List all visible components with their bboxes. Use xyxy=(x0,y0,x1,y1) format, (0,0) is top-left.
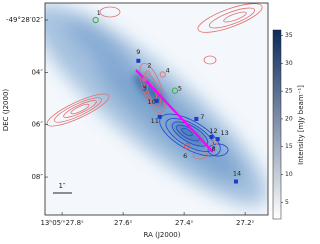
source-label: 14 xyxy=(233,169,241,177)
x-tick-label: 13ʰ05ᵐ27.8ˢ xyxy=(40,219,84,227)
x-tick-label: 27.4ˢ xyxy=(175,219,194,227)
source-label: 7 xyxy=(200,113,204,121)
source-label: 2 xyxy=(147,61,151,69)
x-tick-label: 27.6ˢ xyxy=(114,219,133,227)
plot-frame xyxy=(44,2,269,216)
y-axis-label: DEC (J2000) xyxy=(2,89,10,132)
colorbar-label: Intensity [mJy beam⁻¹] xyxy=(297,85,305,165)
source-marker xyxy=(233,179,238,184)
colorbar-tick-label: 30 xyxy=(285,60,293,67)
source-marker xyxy=(211,139,218,147)
source-marker xyxy=(136,58,141,63)
source-marker xyxy=(92,16,99,24)
source-label: 8 xyxy=(212,145,216,153)
y-tick-label: -49°28′02″ xyxy=(6,16,43,24)
colorbar-tick-label: 15 xyxy=(285,143,293,150)
source-marker xyxy=(154,98,159,103)
image: 1″ xyxy=(45,3,268,215)
colorbar-tick-label: 5 xyxy=(285,199,289,206)
figure: 1″ RA (J2000) DEC (J2000) Intensity [mJy… xyxy=(2,2,305,239)
y-tick-label: 06″ xyxy=(31,121,43,129)
scale-bar-label: 1″ xyxy=(58,182,65,190)
colorbar xyxy=(272,29,282,220)
slit-line xyxy=(135,69,214,153)
colorbar-tick-label: 25 xyxy=(285,88,293,95)
x-axis-label: RA (J2000) xyxy=(144,231,181,239)
source-label: 9 xyxy=(136,48,140,56)
source-label: 1 xyxy=(97,9,101,17)
source-label: 5 xyxy=(178,85,182,93)
source-marker xyxy=(142,77,147,82)
source-marker xyxy=(159,71,166,78)
source-label: 6 xyxy=(183,152,187,160)
source-marker xyxy=(184,143,191,150)
source-marker xyxy=(215,137,220,142)
source-marker xyxy=(194,116,199,121)
source-label: 12 xyxy=(209,127,217,135)
source-label: 10 xyxy=(148,98,156,106)
colorbar-tick-label: 35 xyxy=(285,32,293,39)
source-label: 4 xyxy=(166,66,170,74)
source-marker xyxy=(157,114,162,119)
y-tick-label: 08″ xyxy=(31,173,43,181)
colorbar-tick-label: 20 xyxy=(285,115,293,122)
source-label: 11 xyxy=(151,117,159,125)
source-label: 3 xyxy=(142,84,146,92)
source-marker xyxy=(209,135,214,140)
source-marker xyxy=(144,70,151,77)
red-contours xyxy=(46,3,263,160)
y-tick-label: 04″ xyxy=(31,68,43,76)
source-marker xyxy=(171,87,179,94)
source-label: 13 xyxy=(221,129,229,137)
x-tick-label: 27.2ˢ xyxy=(236,219,255,227)
colorbar-tick-label: 10 xyxy=(285,171,293,178)
